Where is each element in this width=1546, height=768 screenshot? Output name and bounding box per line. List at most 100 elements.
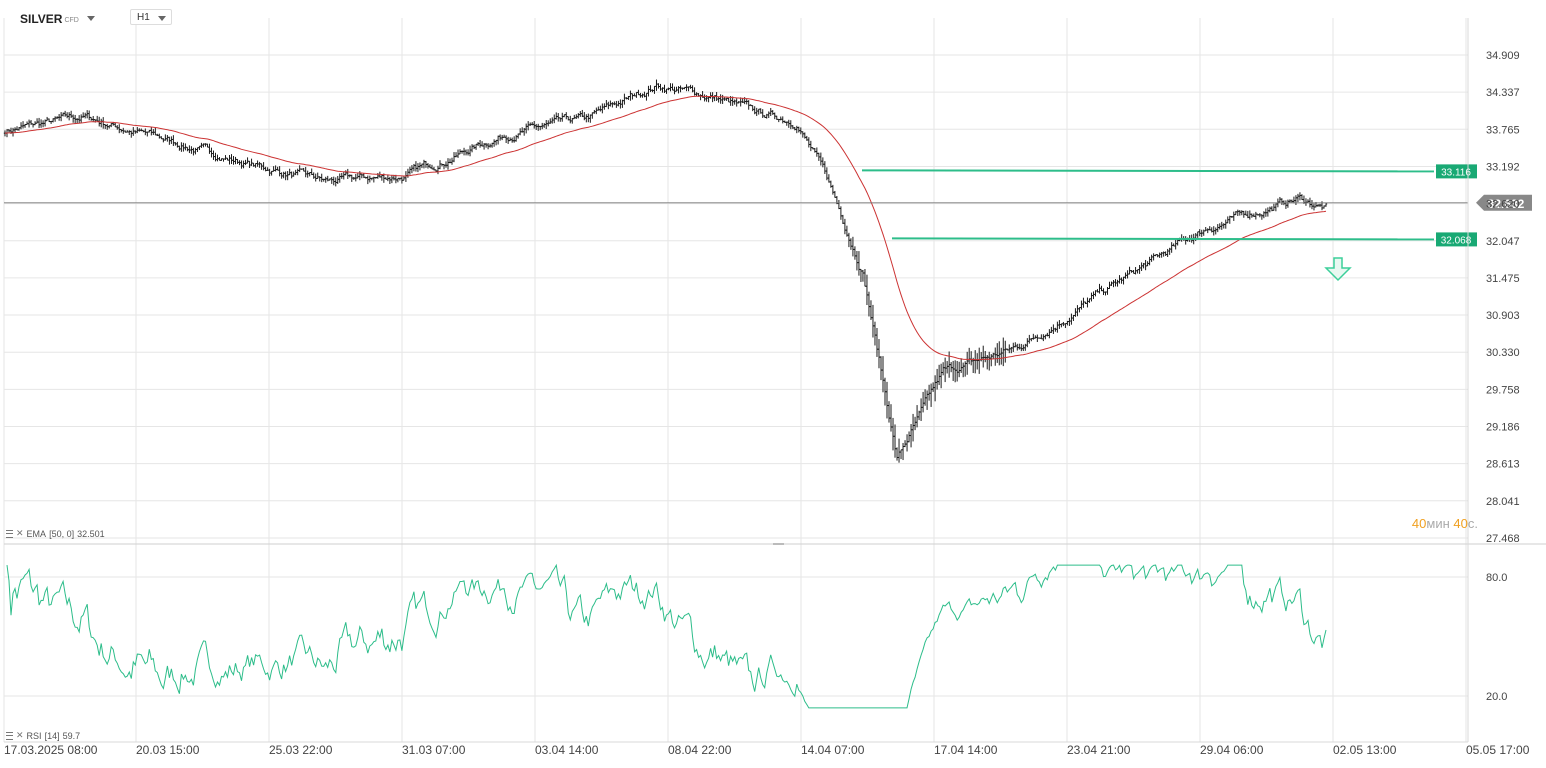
candle bbox=[996, 343, 999, 363]
candle bbox=[368, 175, 372, 183]
candle bbox=[601, 103, 604, 114]
candle bbox=[1236, 209, 1239, 217]
candle bbox=[232, 156, 235, 165]
candle bbox=[907, 431, 911, 443]
candle bbox=[873, 321, 877, 346]
candle bbox=[166, 134, 169, 142]
candle bbox=[422, 159, 426, 169]
candle bbox=[342, 171, 345, 180]
grid bbox=[3, 18, 1468, 742]
candle bbox=[87, 110, 91, 121]
down-arrow-icon bbox=[1324, 257, 1352, 282]
symbol-selector[interactable]: SILVER CFD bbox=[20, 12, 95, 26]
candle bbox=[128, 130, 131, 135]
candle bbox=[771, 110, 774, 115]
candle bbox=[953, 360, 957, 383]
candle bbox=[891, 417, 895, 451]
candle bbox=[244, 159, 247, 166]
candle bbox=[83, 112, 87, 119]
rsi-tick-label: 20.0 bbox=[1486, 691, 1507, 703]
candle bbox=[236, 158, 239, 164]
candle bbox=[976, 353, 979, 370]
candle bbox=[623, 93, 626, 105]
timeframe-value: H1 bbox=[137, 12, 150, 23]
candle bbox=[1164, 251, 1167, 256]
time-tick-label: 25.03 22:00 bbox=[269, 743, 333, 757]
candle bbox=[913, 416, 917, 431]
candle bbox=[1254, 211, 1258, 220]
candle bbox=[779, 116, 782, 121]
candle bbox=[77, 115, 81, 124]
candle bbox=[1042, 334, 1045, 342]
candle bbox=[1166, 248, 1169, 257]
candle bbox=[857, 251, 861, 276]
candle bbox=[837, 199, 841, 210]
candle bbox=[1018, 343, 1021, 350]
price-tick-label: 28.041 bbox=[1486, 496, 1520, 508]
candle bbox=[1112, 280, 1115, 288]
candle bbox=[839, 206, 843, 220]
candle bbox=[150, 127, 153, 136]
candle bbox=[1216, 224, 1219, 233]
price-tick-label: 31.475 bbox=[1486, 273, 1520, 285]
candle bbox=[711, 92, 714, 103]
timeframe-selector[interactable]: H1 bbox=[130, 9, 172, 25]
candle bbox=[967, 347, 971, 365]
time-tick-label: 08.04 22:00 bbox=[668, 743, 732, 757]
candle bbox=[543, 123, 546, 128]
candle bbox=[885, 381, 889, 419]
settings-lines-icon[interactable] bbox=[6, 529, 13, 538]
candle bbox=[63, 110, 67, 117]
candle bbox=[470, 144, 474, 153]
candle bbox=[807, 137, 811, 148]
rsi-value: 59.7 bbox=[62, 730, 81, 741]
candle bbox=[549, 118, 552, 124]
candle bbox=[1026, 338, 1029, 348]
candle bbox=[959, 358, 963, 373]
close-icon[interactable]: ✕ bbox=[16, 730, 24, 740]
candle bbox=[496, 135, 500, 145]
candle bbox=[561, 112, 564, 122]
candle bbox=[282, 171, 285, 179]
candle bbox=[761, 109, 764, 118]
candle bbox=[665, 88, 668, 94]
candles-layer bbox=[3, 79, 1328, 463]
candle bbox=[685, 84, 688, 92]
candle bbox=[37, 117, 41, 129]
candle bbox=[194, 147, 197, 155]
candle bbox=[585, 114, 588, 123]
candle bbox=[390, 175, 394, 184]
candle bbox=[1092, 291, 1095, 300]
candle bbox=[1266, 207, 1270, 217]
candle bbox=[182, 142, 185, 152]
candle bbox=[635, 91, 638, 98]
candle bbox=[673, 86, 676, 95]
candle bbox=[927, 384, 931, 401]
candle bbox=[769, 107, 772, 117]
settings-lines-icon[interactable] bbox=[6, 731, 13, 740]
candle bbox=[569, 115, 572, 124]
candle bbox=[595, 107, 598, 115]
time-tick-label: 17.03.2025 08:00 bbox=[4, 743, 98, 757]
candle-countdown: 40мин 40с. bbox=[1412, 516, 1478, 531]
candle bbox=[1064, 323, 1067, 329]
candle bbox=[969, 351, 973, 366]
candle bbox=[1000, 347, 1003, 365]
candle bbox=[611, 102, 614, 108]
candle bbox=[789, 120, 792, 130]
candle bbox=[210, 147, 213, 158]
candle bbox=[85, 110, 89, 119]
candle bbox=[246, 157, 249, 164]
candle bbox=[320, 173, 323, 183]
candle bbox=[146, 131, 149, 137]
candle bbox=[645, 92, 648, 101]
timer-min-unit: мин bbox=[1426, 516, 1450, 531]
candle bbox=[452, 152, 456, 163]
close-icon[interactable]: ✕ bbox=[16, 528, 24, 538]
candle bbox=[53, 116, 57, 122]
candle bbox=[314, 173, 317, 182]
candle bbox=[21, 121, 25, 129]
candle bbox=[641, 93, 644, 98]
candle bbox=[827, 174, 831, 183]
